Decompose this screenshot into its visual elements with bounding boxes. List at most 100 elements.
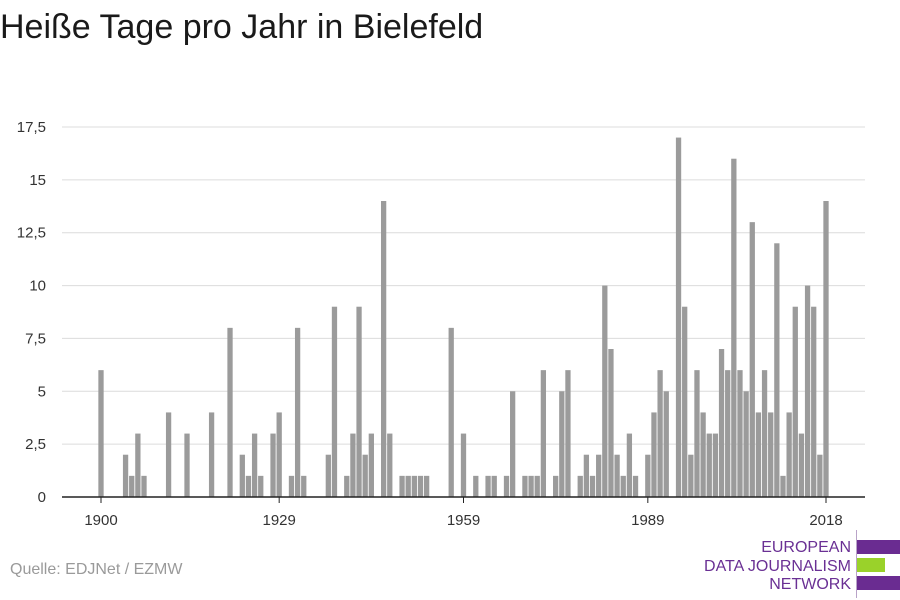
chart-title: Heiße Tage pro Jahr in Bielefeld [0, 8, 484, 46]
logo-bar-1 [857, 540, 900, 554]
bar-2017 [817, 454, 823, 497]
bar-1986 [626, 433, 633, 497]
bar-1928 [270, 433, 276, 497]
bar-1994 [675, 137, 682, 498]
bar-1989 [645, 454, 651, 497]
bar-1921 [227, 327, 233, 497]
bar-2005 [743, 391, 749, 497]
bar-1978 [577, 475, 583, 497]
bar-1937 [325, 454, 331, 497]
bar-1971 [534, 475, 540, 497]
bar-2014 [798, 433, 805, 497]
x-tick-label: 1989 [631, 512, 664, 529]
bar-1907 [141, 475, 147, 497]
bar-1944 [368, 433, 374, 497]
bar-1972 [540, 370, 547, 497]
bars [98, 137, 829, 498]
bar-1985 [620, 475, 626, 497]
bar-1996 [688, 454, 694, 497]
bar-1970 [528, 475, 534, 497]
logo-line-2: DATA JOURNALISM [704, 558, 851, 575]
bar-1929 [276, 412, 282, 497]
bar-1980 [589, 475, 596, 497]
bar-1961 [473, 475, 479, 497]
logo-bar-2 [857, 558, 885, 572]
bar-1974 [553, 475, 559, 497]
bar-1925 [251, 433, 258, 497]
bar-2013 [792, 306, 798, 497]
bar-1918 [208, 412, 215, 497]
bar-1967 [510, 391, 516, 497]
bar-2004 [737, 370, 743, 497]
bar-1906 [135, 433, 141, 497]
bar-1950 [405, 475, 411, 497]
bar-1976 [565, 370, 571, 497]
bar-1992 [663, 391, 669, 497]
bar-1924 [245, 475, 252, 497]
source-note: Quelle: EDJNet / EZMW [10, 561, 183, 578]
bar-2006 [749, 222, 755, 497]
y-tick-label: 5 [38, 383, 46, 400]
bar-2002 [725, 370, 731, 497]
bar-1983 [608, 349, 614, 497]
bar-1999 [706, 433, 712, 497]
bar-2008 [761, 370, 768, 497]
bar-1943 [362, 454, 368, 497]
bar-2000 [712, 433, 719, 497]
bar-2015 [804, 285, 811, 497]
bar-1952 [417, 475, 424, 497]
bar-1923 [239, 454, 245, 497]
bar-1940 [344, 475, 350, 497]
bar-1933 [301, 475, 307, 497]
x-tick-label: 1959 [447, 512, 480, 529]
x-tick-label: 2018 [809, 512, 842, 529]
logo-line-1: EUROPEAN [761, 539, 851, 556]
bar-1900 [98, 370, 104, 497]
bar-1991 [657, 370, 663, 497]
gridlines [62, 126, 865, 445]
bar-2010 [774, 243, 780, 497]
bar-2016 [811, 306, 817, 497]
bar-2001 [718, 349, 725, 497]
logo-divider [856, 530, 857, 598]
bar-1911 [165, 412, 172, 497]
y-tick-label: 0 [38, 489, 46, 506]
bar-1941 [350, 433, 356, 497]
bar-1947 [387, 433, 393, 497]
logo-line-3: NETWORK [769, 576, 851, 593]
bar-1998 [700, 412, 706, 497]
y-tick-label: 7,5 [25, 330, 46, 347]
bar-1932 [294, 327, 301, 497]
bar-1926 [258, 475, 264, 497]
bar-1953 [423, 475, 430, 497]
bar-1982 [602, 285, 608, 497]
bar-1946 [380, 201, 387, 497]
bar-2012 [786, 412, 792, 497]
bar-1914 [184, 433, 190, 497]
bar-1938 [331, 306, 338, 497]
bar-1957 [448, 327, 454, 497]
bar-1951 [411, 475, 417, 497]
bar-1931 [288, 475, 295, 497]
bar-1981 [596, 454, 602, 497]
bar-1975 [559, 391, 565, 497]
bar-2018 [823, 201, 829, 497]
bar-2003 [731, 158, 737, 497]
axes: 0 2,5 5 7,5 10 12,5 15 17,5 1900 1929 1959 1989 2018 [17, 119, 865, 529]
bar-1959 [460, 433, 467, 497]
bar-1984 [614, 454, 620, 497]
bar-1964 [491, 475, 497, 497]
bar-1942 [356, 306, 362, 497]
bar-1995 [682, 306, 688, 497]
bar-1963 [485, 475, 491, 497]
y-tick-label: 17,5 [17, 119, 46, 136]
y-tick-label: 12,5 [17, 225, 46, 242]
x-tick-label: 1929 [262, 512, 295, 529]
bar-1979 [583, 454, 590, 497]
bar-1987 [632, 475, 639, 497]
bar-1990 [651, 412, 657, 497]
bar-2011 [780, 475, 786, 497]
bar-1949 [399, 475, 405, 497]
bar-1966 [503, 475, 510, 497]
